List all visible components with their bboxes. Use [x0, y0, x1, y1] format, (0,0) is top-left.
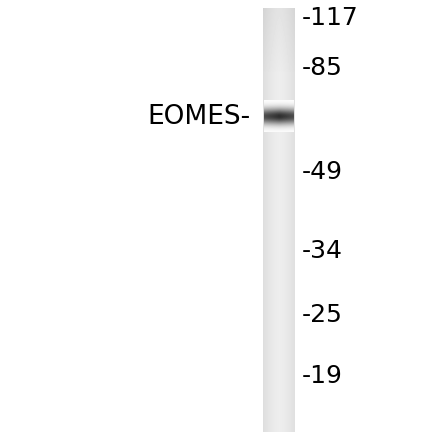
Text: -49: -49 [301, 160, 342, 184]
Text: -85: -85 [301, 56, 342, 80]
Text: -25: -25 [301, 303, 342, 327]
Text: -19: -19 [301, 364, 342, 388]
Text: EOMES-: EOMES- [148, 104, 251, 130]
Text: -34: -34 [301, 239, 342, 263]
Text: -117: -117 [301, 6, 358, 30]
